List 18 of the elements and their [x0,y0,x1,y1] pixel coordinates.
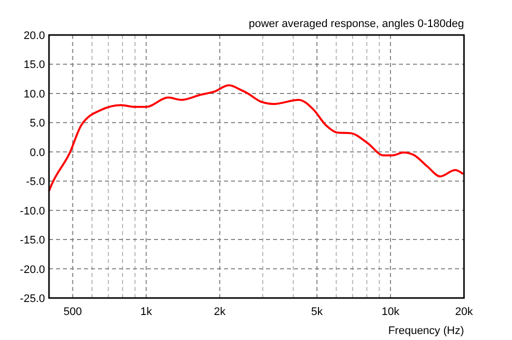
x-axis-title: Frequency (Hz) [388,325,464,337]
y-tick-label: -10.0 [20,205,45,218]
y-tick-label: -15.0 [20,234,45,247]
y-tick-label: -20.0 [20,264,45,276]
y-tick-label: 0.0 [30,146,45,159]
chart-title: power averaged response, angles 0-180deg [248,18,464,30]
x-tick-label: 5k [311,306,324,318]
y-tick-label: 10.0 [24,88,45,100]
x-tick-label: 1k [140,306,153,318]
x-tick-label: 500 [63,306,82,318]
y-tick-label: -25.0 [20,293,45,305]
x-tick-label: 20k [455,306,474,318]
y-tick-label: 15.0 [24,59,45,72]
y-tick-label: -5.0 [26,176,45,188]
y-tick-label: 5.0 [30,118,45,130]
y-tick-label: 20.0 [24,30,45,42]
x-tick-label: 10k [382,306,400,318]
x-tick-label: 2k [214,306,226,318]
